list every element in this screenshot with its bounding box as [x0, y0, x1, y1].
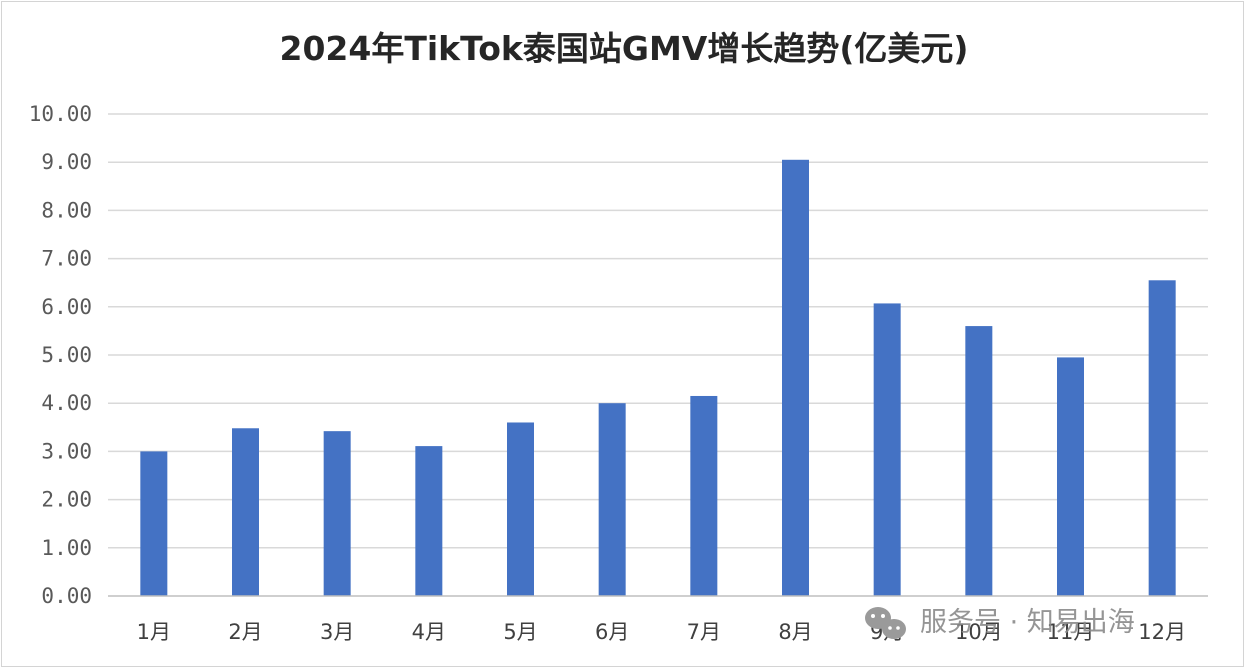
x-category-label: 7月	[687, 620, 721, 644]
y-tick-label: 3.00	[41, 439, 92, 463]
bar	[140, 451, 168, 596]
bar	[507, 422, 534, 596]
bar	[965, 326, 993, 596]
bar	[323, 431, 351, 596]
chart-title: 2024年TikTok泰国站GMV增长趋势(亿美元)	[280, 29, 969, 68]
bars	[140, 159, 1176, 597]
wechat-icon	[865, 607, 906, 639]
x-axis-category-labels: 1月2月3月4月5月6月7月8月9月10月11月12月	[137, 620, 1186, 644]
y-tick-label: 9.00	[41, 150, 92, 174]
x-category-label: 4月	[412, 620, 446, 644]
x-category-label: 8月	[778, 620, 812, 644]
bar	[873, 303, 901, 596]
x-category-label: 6月	[595, 620, 629, 644]
bar	[782, 159, 809, 597]
bar	[1057, 357, 1084, 596]
y-tick-label: 6.00	[41, 295, 92, 319]
x-category-label: 5月	[503, 620, 537, 644]
x-category-label: 1月	[137, 620, 171, 644]
bar	[415, 446, 443, 596]
y-tick-label: 5.00	[41, 343, 92, 367]
y-tick-label: 7.00	[41, 247, 92, 271]
y-tick-label: 1.00	[41, 536, 92, 560]
watermark: 服务号 · 知易出海	[865, 607, 1135, 639]
gridlines	[108, 113, 1208, 549]
bar	[232, 428, 259, 596]
y-tick-label: 8.00	[41, 198, 92, 222]
x-category-label: 10月	[955, 620, 1003, 644]
y-tick-label: 2.00	[41, 488, 92, 512]
y-tick-label: 4.00	[41, 391, 92, 415]
x-category-label: 3月	[320, 620, 354, 644]
y-axis-tick-labels: 0.00 1.00 2.00 3.00 4.00 5.00 6.00 7.00 8.00 9.00…	[29, 102, 92, 608]
watermark-text: 服务号 · 知易出海	[920, 607, 1135, 638]
bar	[598, 403, 626, 596]
x-category-label: 2月	[228, 620, 262, 644]
x-category-label: 12月	[1138, 620, 1186, 644]
bar	[1148, 280, 1176, 596]
y-tick-label: 0.00	[41, 584, 92, 608]
x-category-label: 11月	[1047, 620, 1095, 644]
y-tick-label: 10.00	[29, 102, 92, 126]
bar	[690, 395, 718, 596]
